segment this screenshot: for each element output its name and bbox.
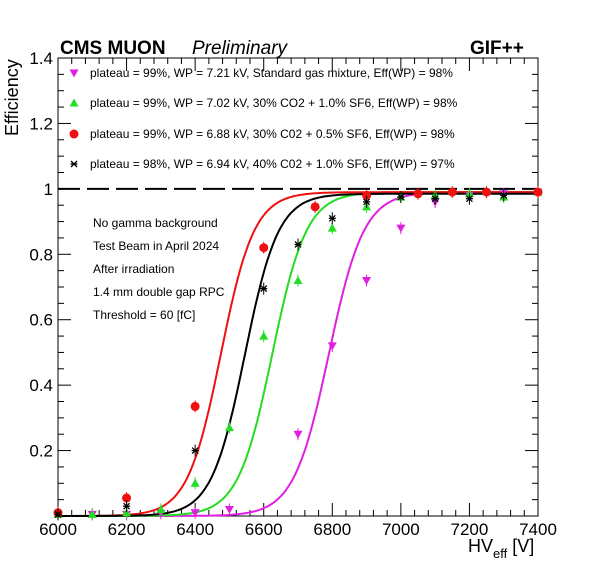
- fit-curve-series-3: [58, 191, 538, 517]
- legend: plateau = 99%, WP = 7.21 kV, Standard ga…: [69, 66, 458, 171]
- annotation-note: 1.4 mm double gap RPC: [93, 285, 225, 299]
- legend-marker-series-2: [69, 98, 79, 107]
- data-point-series-3: [482, 187, 492, 197]
- legend-marker-series-4: [70, 160, 78, 168]
- data-point-series-3: [413, 189, 423, 199]
- annotation-note: After irradiation: [93, 262, 174, 276]
- data-point-series-3: [259, 243, 269, 253]
- x-axis-title-main: HV: [468, 536, 493, 556]
- x-tick-label: 6000: [39, 520, 77, 539]
- legend-label-series-4: plateau = 98%, WP = 6.94 kV, 40% C02 + 1…: [90, 157, 455, 171]
- data-point-series-3: [447, 187, 457, 197]
- data-point-series-2: [224, 423, 234, 432]
- data-point-series-2: [122, 508, 132, 517]
- y-axis-title: Efficiency: [2, 59, 22, 136]
- data-point-series-1: [293, 430, 303, 439]
- data-point-series-3: [190, 401, 200, 411]
- chart-header-status: Preliminary: [192, 38, 289, 59]
- data-point-series-4: [54, 510, 62, 518]
- data-point-series-4: [123, 502, 131, 510]
- data-point-series-2: [327, 223, 337, 232]
- x-tick-label: 6800: [313, 520, 351, 539]
- x-tick-label: 6600: [245, 520, 283, 539]
- chart-header-facility: GIF++: [470, 38, 524, 59]
- data-point-series-1: [396, 224, 406, 233]
- data-point-series-3: [122, 493, 132, 503]
- data-point-series-4: [431, 195, 439, 203]
- data-point-series-4: [328, 214, 336, 222]
- axis-ticks: [57, 57, 539, 517]
- data-point-series-4: [397, 193, 405, 201]
- data-point-series-2: [87, 509, 97, 518]
- x-tick-label: 7000: [382, 520, 420, 539]
- x-tick-labels: 6000 6200 6400 6600 6800 7000 7200 7400: [39, 520, 557, 539]
- y-tick-label: 1: [44, 180, 53, 199]
- data-point-series-1: [190, 509, 200, 518]
- data-point-series-1: [224, 505, 234, 514]
- data-point-series-4: [260, 285, 268, 293]
- data-point-series-4: [294, 241, 302, 248]
- y-tick-labels: 0.2 0.4 0.6 0.8 1 1.2 1.4: [29, 49, 53, 461]
- legend-label-series-2: plateau = 99%, WP = 7.02 kV, 30% CO2 + 1…: [90, 96, 458, 110]
- data-point-series-4: [191, 447, 199, 455]
- data-point-series-2: [190, 478, 200, 487]
- y-tick-label: 0.6: [29, 311, 53, 330]
- annotation-note: Test Beam in April 2024: [93, 239, 219, 253]
- data-point-series-3: [310, 202, 320, 212]
- data-point-series-4: [465, 195, 473, 203]
- legend-label-series-3: plateau = 99%, WP = 6.88 kV, 30% C02 + 0…: [90, 127, 455, 141]
- x-tick-label: 6200: [108, 520, 146, 539]
- legend-label-series-1: plateau = 99%, WP = 7.21 kV, Standard ga…: [90, 66, 453, 80]
- fit-curves: [58, 191, 538, 517]
- data-point-series-4: [363, 198, 371, 206]
- annotation-notes: No gamma background Test Beam in April 20…: [93, 216, 225, 322]
- chart-header-experiment: CMS MUON: [60, 38, 166, 59]
- data-point-series-2: [156, 504, 166, 513]
- data-point-series-1: [327, 342, 337, 351]
- x-tick-label: 6400: [176, 520, 214, 539]
- y-tick-label: 0.4: [29, 376, 53, 395]
- fit-curve-series-4: [58, 192, 538, 517]
- x-tick-label: 7200: [451, 520, 489, 539]
- data-point-series-2: [293, 275, 303, 284]
- x-axis-title: HVeff [V]: [468, 536, 534, 561]
- data-point-series-3: [362, 190, 372, 200]
- y-tick-label: 1.4: [29, 49, 53, 68]
- y-tick-label: 0.2: [29, 442, 53, 461]
- x-axis-title-sub: eff: [493, 546, 508, 561]
- data-point-series-2: [259, 331, 269, 340]
- data-point-series-4: [500, 191, 508, 199]
- data-points: [53, 186, 543, 521]
- x-axis-title-unit: [V]: [512, 536, 534, 556]
- y-tick-label: 1.2: [29, 114, 53, 133]
- annotation-note: Threshold = 60 [fC]: [93, 308, 195, 322]
- legend-marker-series-1: [69, 69, 79, 78]
- x-tick-label: 7400: [519, 520, 557, 539]
- legend-marker-series-3: [69, 129, 79, 139]
- annotation-note: No gamma background: [93, 216, 218, 230]
- data-point-series-1: [362, 276, 372, 285]
- data-point-series-3: [533, 187, 543, 197]
- y-tick-label: 0.8: [29, 245, 53, 264]
